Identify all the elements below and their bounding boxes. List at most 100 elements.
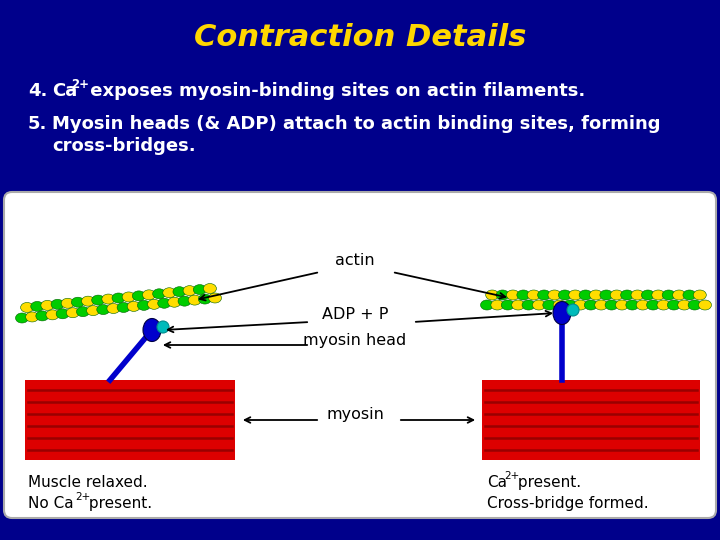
Ellipse shape [51,299,64,309]
Ellipse shape [527,290,540,300]
Ellipse shape [506,290,519,300]
Ellipse shape [81,296,94,306]
Ellipse shape [486,290,499,300]
Ellipse shape [204,284,217,294]
Text: No Ca: No Ca [28,496,73,511]
Text: exposes myosin-binding sites on actin filaments.: exposes myosin-binding sites on actin fi… [84,82,585,100]
Ellipse shape [173,287,186,296]
FancyBboxPatch shape [4,192,716,518]
Ellipse shape [127,301,140,312]
Ellipse shape [595,300,608,310]
Ellipse shape [631,290,644,300]
Ellipse shape [117,302,130,313]
Ellipse shape [564,300,577,310]
Ellipse shape [553,300,566,310]
Text: Ca: Ca [52,82,77,100]
Ellipse shape [616,300,629,310]
Ellipse shape [163,288,176,298]
Text: 4.: 4. [28,82,48,100]
Ellipse shape [605,300,618,310]
Ellipse shape [102,294,115,304]
Ellipse shape [143,290,156,300]
Ellipse shape [636,300,649,310]
Ellipse shape [91,295,104,305]
Ellipse shape [642,290,654,300]
Ellipse shape [107,303,120,314]
Ellipse shape [683,290,696,300]
Text: 2+: 2+ [504,471,519,481]
Ellipse shape [693,290,706,300]
Ellipse shape [480,300,493,310]
Ellipse shape [148,299,161,309]
Ellipse shape [558,290,572,300]
Ellipse shape [56,309,69,319]
Text: 2+: 2+ [71,78,89,91]
Ellipse shape [600,290,613,300]
Ellipse shape [657,300,670,310]
Text: Myosin heads (& ADP) attach to actin binding sites, forming: Myosin heads (& ADP) attach to actin bin… [52,115,660,133]
Ellipse shape [652,290,665,300]
Ellipse shape [143,319,161,341]
Ellipse shape [76,307,89,316]
Text: Contraction Details: Contraction Details [194,24,526,52]
Ellipse shape [538,290,551,300]
Ellipse shape [501,300,514,310]
Ellipse shape [86,306,99,316]
Ellipse shape [532,300,546,310]
Text: present.: present. [513,475,581,490]
Circle shape [567,304,579,316]
Ellipse shape [112,293,125,303]
Ellipse shape [21,302,34,313]
Ellipse shape [31,301,44,312]
Text: 2+: 2+ [75,492,90,502]
Ellipse shape [153,289,166,299]
Ellipse shape [574,300,587,310]
Ellipse shape [26,312,39,322]
Ellipse shape [491,300,504,310]
Ellipse shape [647,300,660,310]
Ellipse shape [66,308,79,318]
Ellipse shape [672,290,685,300]
Ellipse shape [138,300,150,310]
Ellipse shape [512,300,525,310]
Text: 5.: 5. [28,115,48,133]
Ellipse shape [41,300,54,310]
Ellipse shape [132,291,145,301]
Ellipse shape [209,293,222,303]
Text: cross-bridges.: cross-bridges. [52,137,196,155]
Ellipse shape [61,298,74,308]
Ellipse shape [183,286,196,295]
Ellipse shape [585,300,598,310]
Ellipse shape [698,300,711,310]
Polygon shape [482,380,700,460]
Ellipse shape [678,300,690,310]
Text: actin: actin [336,253,375,268]
Ellipse shape [543,300,556,310]
Ellipse shape [71,297,84,307]
Polygon shape [25,380,235,460]
Ellipse shape [569,290,582,300]
Ellipse shape [96,305,109,315]
Ellipse shape [553,301,571,325]
Ellipse shape [158,298,171,308]
Ellipse shape [16,313,29,323]
Ellipse shape [46,310,59,320]
Ellipse shape [621,290,634,300]
Ellipse shape [590,290,603,300]
Ellipse shape [522,300,535,310]
Ellipse shape [662,290,675,300]
Text: myosin head: myosin head [303,333,407,348]
Ellipse shape [626,300,639,310]
Ellipse shape [496,290,509,300]
Ellipse shape [548,290,561,300]
Ellipse shape [193,285,206,295]
Ellipse shape [178,296,191,306]
Text: Cross-bridge formed.: Cross-bridge formed. [487,496,649,511]
Text: myosin: myosin [326,408,384,422]
Ellipse shape [168,297,181,307]
Text: Ca: Ca [487,475,507,490]
Text: present.: present. [84,496,152,511]
Text: Muscle relaxed.: Muscle relaxed. [28,475,148,490]
Circle shape [157,321,169,333]
Ellipse shape [188,295,201,305]
